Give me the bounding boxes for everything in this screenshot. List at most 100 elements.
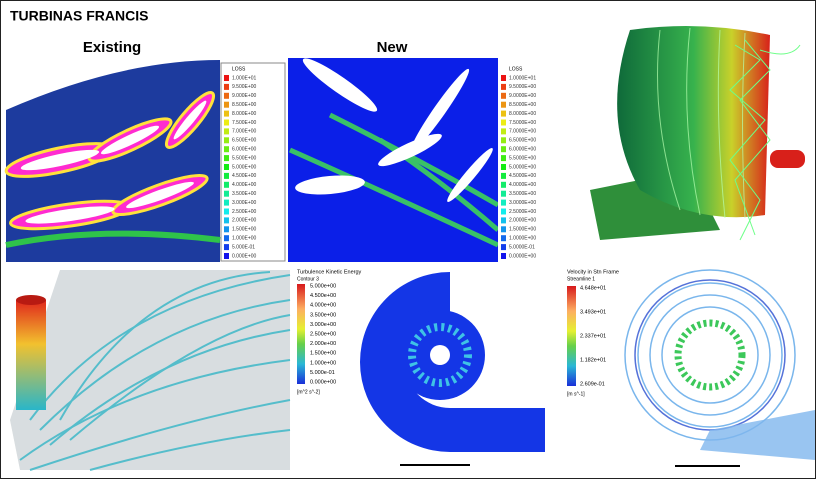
swatch [224, 128, 229, 134]
swatch [224, 226, 229, 232]
panel-label: New [377, 39, 408, 56]
legend-label: 5.000e+00 [310, 283, 336, 289]
legend-label: 8.0000E+00 [509, 111, 536, 117]
legend-label: 0.000e+00 [310, 379, 336, 385]
legend-label: 0.000E+00 [232, 253, 257, 259]
legend-label: 1.0000E+00 [509, 236, 536, 242]
swatch [501, 164, 506, 170]
legend-label: 1.500E+00 [232, 227, 257, 233]
legend-label: 1.000e+00 [310, 360, 336, 366]
legend-title: Turbulence Kinetic Energy [297, 269, 362, 275]
swatch [224, 102, 229, 108]
legend-label: 7.0000E+00 [509, 129, 536, 135]
legend-label: 3.500e+00 [310, 312, 336, 318]
swatch [501, 146, 506, 152]
legend-label: 2.500E+00 [232, 209, 257, 215]
swatch [224, 93, 229, 99]
swatch [224, 120, 229, 126]
legend-label: 2.000E+00 [232, 218, 257, 224]
legend-label: 5.5000E+00 [509, 155, 536, 161]
legend-subtitle: Contour 3 [297, 276, 319, 282]
legend-label: 4.500e+00 [310, 293, 336, 299]
legend-label: 4.5000E+00 [509, 173, 536, 179]
legend-label: 2.0000E+00 [509, 218, 536, 224]
swatch [224, 111, 229, 117]
legend-label: 4.648e+01 [580, 285, 606, 291]
title: TURBINAS FRANCIS [10, 8, 148, 24]
legend-label: 5.0000E-01 [509, 244, 535, 250]
legend-label: 3.000E+00 [232, 200, 257, 206]
swatch [501, 102, 506, 108]
swatch [501, 84, 506, 90]
new-image [288, 53, 546, 262]
legend-label: 5.000E+00 [232, 164, 257, 170]
page: TURBINAS FRANCIS Existing New LOSS1.000E… [0, 0, 816, 479]
legend-label: 9.500E+00 [232, 84, 257, 90]
legend-title: Velocity in Stn Frame [567, 269, 619, 275]
swatch [501, 235, 506, 241]
legend-label: 8.000E+00 [232, 111, 257, 117]
swatch [501, 182, 506, 188]
swatch [224, 173, 229, 179]
swatch [501, 120, 506, 126]
swatch [224, 244, 229, 250]
legend-label: 1.5000E+00 [509, 227, 536, 233]
legend-label: 5.000E-01 [232, 244, 255, 250]
swatch [501, 200, 506, 206]
swatch [224, 137, 229, 143]
legend-label: 2.500e+00 [310, 331, 336, 337]
colorbar [567, 286, 576, 386]
swatch [501, 155, 506, 161]
legend-label: 2.5000E+00 [509, 209, 536, 215]
legend-label: 2.609e-01 [580, 381, 605, 387]
legend-label: 6.0000E+00 [509, 147, 536, 153]
swatch [224, 253, 229, 259]
swatch [224, 235, 229, 241]
swatch [501, 253, 506, 259]
legend-label: 3.000e+00 [310, 322, 336, 328]
legend-label: 4.000e+00 [310, 303, 336, 309]
legend-label: 6.500E+00 [232, 138, 257, 144]
legend-label: 5.0000E+00 [509, 164, 536, 170]
slide: TURBINAS FRANCIS Existing New LOSS1.000E… [0, 0, 816, 479]
legend-title: LOSS [509, 66, 523, 72]
swatch [501, 173, 506, 179]
legend-label: 4.000E+00 [232, 182, 257, 188]
legend-label: 9.0000E+00 [509, 93, 536, 99]
legend-label: 5.000e-01 [310, 370, 335, 376]
swatch [224, 182, 229, 188]
swatch [224, 217, 229, 223]
legend-label: 7.000E+00 [232, 129, 257, 135]
legend-label: 1.500e+00 [310, 351, 336, 357]
swatch [224, 155, 229, 161]
swatch [501, 226, 506, 232]
swatch [501, 93, 506, 99]
legend-label: 4.0000E+00 [509, 182, 536, 188]
legend-title: LOSS [232, 66, 246, 72]
swatch [501, 209, 506, 215]
legend-label: 3.493e+01 [580, 309, 606, 315]
draft-tube-image [10, 270, 290, 470]
legend-subtitle: Streamline 1 [567, 276, 595, 282]
swatch [501, 191, 506, 197]
legend-label: 8.5000E+00 [509, 102, 536, 108]
legend-label: 5.500E+00 [232, 155, 257, 161]
panel-label: Existing [83, 39, 141, 56]
legend-label: 7.5000E+00 [509, 120, 536, 126]
legend-label: 4.500E+00 [232, 173, 257, 179]
swatch [224, 84, 229, 90]
legend-label: 8.500E+00 [232, 102, 257, 108]
swatch [224, 200, 229, 206]
legend-label: 3.0000E+00 [509, 200, 536, 206]
legend-label: 1.0000E+01 [509, 75, 536, 81]
swatch [501, 244, 506, 250]
legend-label: 3.500E+00 [232, 191, 257, 197]
legend-label: 9.5000E+00 [509, 84, 536, 90]
legend-label: 2.337e+01 [580, 333, 606, 339]
colorbar [297, 284, 305, 384]
legend-label: 2.000e+00 [310, 341, 336, 347]
legend-unit: [m^2 s^-2] [297, 389, 320, 395]
legend-label: 9.000E+00 [232, 93, 257, 99]
swatch [501, 217, 506, 223]
swatch [501, 75, 506, 81]
